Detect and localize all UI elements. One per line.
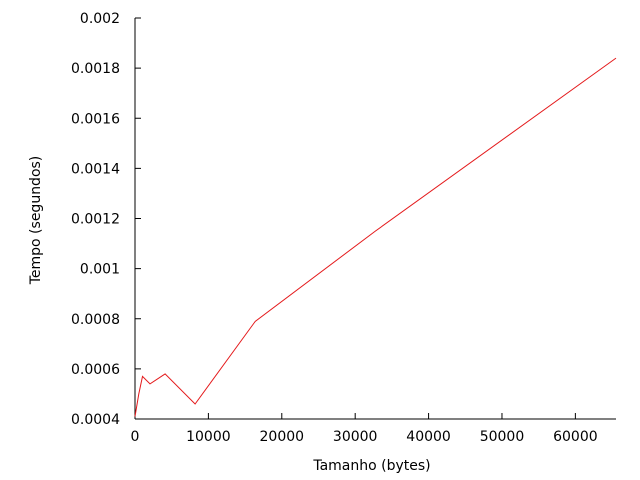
series-layer: [134, 57, 617, 417]
data-point: [138, 393, 139, 394]
y-tick-label: 0.0006: [71, 362, 120, 378]
x-axis-title: Tamanho (bytes): [312, 458, 430, 474]
x-tick-label: 50000: [480, 429, 525, 445]
y-tick-label: 0.0012: [71, 212, 120, 228]
data-point: [150, 383, 151, 384]
x-ticks: 0 10000 20000 30000 40000 50000 60000: [131, 413, 598, 445]
y-tick-label: 0.0016: [71, 111, 120, 127]
data-point: [195, 403, 196, 404]
y-ticks: 0.0004 0.0006 0.0008 0.001 0.0012 0.0014 0.001…: [71, 11, 141, 428]
data-point: [165, 373, 166, 374]
y-tick-label: 0.0014: [71, 161, 120, 177]
x-tick-label: 30000: [333, 429, 378, 445]
x-tick-label: 0: [131, 429, 140, 445]
series-line: [134, 57, 617, 417]
data-point: [255, 321, 256, 322]
data-point: [375, 231, 376, 232]
y-tick-label: 0.0004: [71, 412, 120, 428]
y-tick-label: 0.0008: [71, 312, 120, 328]
y-tick-label: 0.002: [80, 11, 120, 27]
data-point: [135, 416, 136, 417]
x-tick-label: 10000: [186, 429, 231, 445]
x-tick-label: 60000: [553, 429, 598, 445]
x-tick-label: 20000: [260, 429, 305, 445]
axes: [134, 18, 616, 420]
data-point: [616, 58, 617, 59]
y-axis-title: Tempo (segundos): [28, 156, 44, 286]
data-point: [142, 376, 143, 377]
y-tick-label: 0.0018: [71, 61, 120, 77]
y-tick-label: 0.001: [80, 262, 120, 278]
x-tick-label: 40000: [406, 429, 451, 445]
